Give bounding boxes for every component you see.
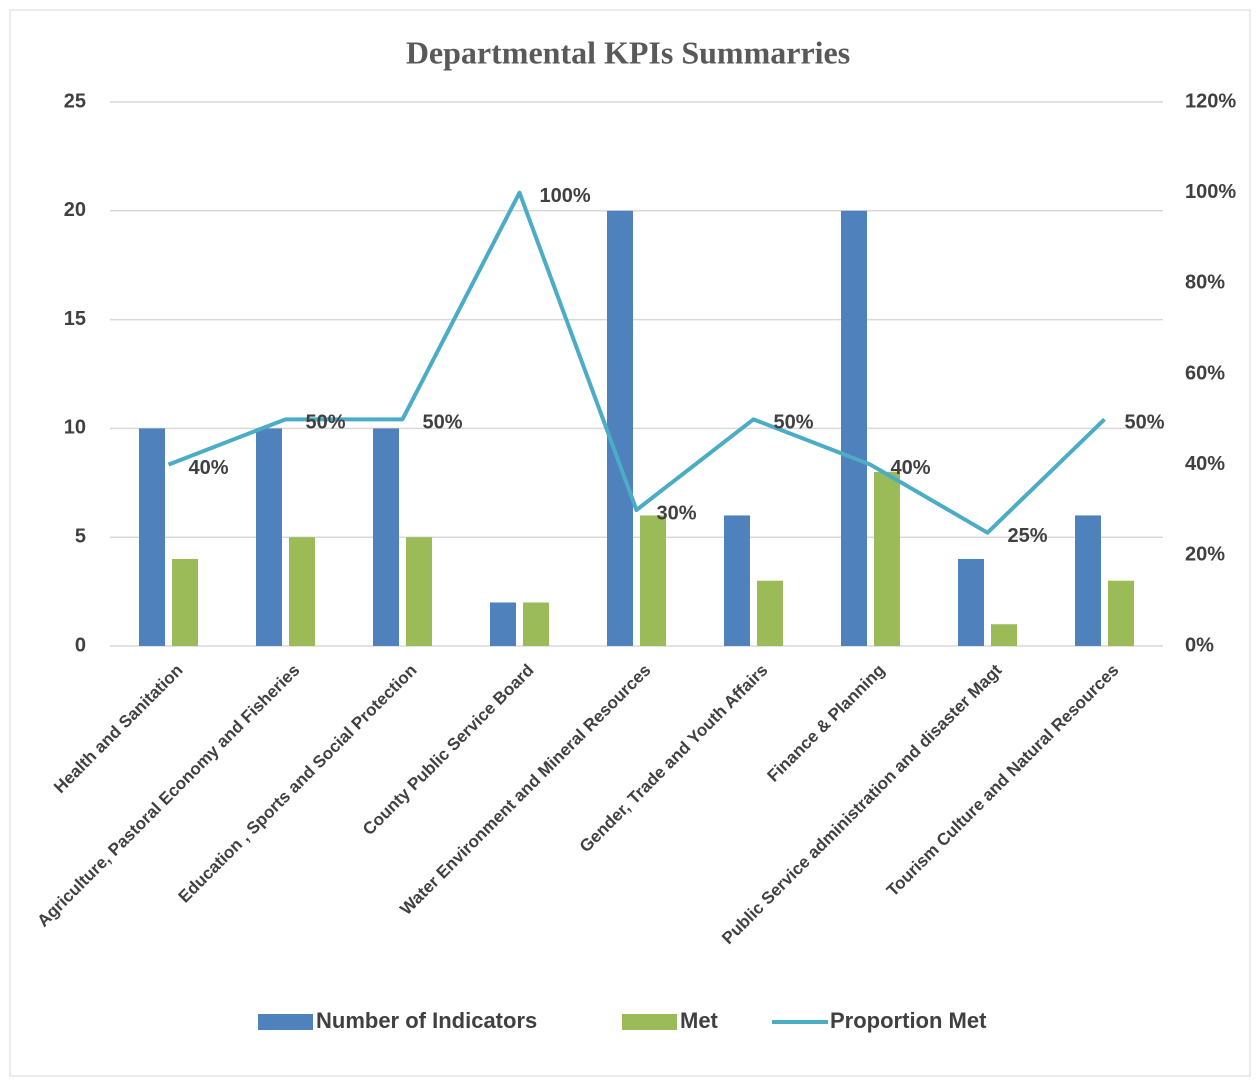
data-label: 50% xyxy=(1125,412,1165,434)
legend-label: Proportion Met xyxy=(830,1008,987,1033)
bar xyxy=(139,428,165,646)
y2-tick-label: 60% xyxy=(1185,362,1225,384)
y-tick-label: 20 xyxy=(64,199,86,221)
bar xyxy=(172,558,198,646)
bar xyxy=(874,471,900,646)
y-tick-label: 10 xyxy=(64,417,86,439)
data-label: 30% xyxy=(657,502,697,524)
bar xyxy=(607,210,633,647)
bar xyxy=(991,624,1017,646)
bar xyxy=(640,515,666,646)
y-tick-label: 15 xyxy=(64,308,86,330)
bar xyxy=(373,428,399,646)
line xyxy=(167,190,1106,535)
y2-tick-label: 20% xyxy=(1185,544,1225,566)
y2-tick-label: 100% xyxy=(1185,181,1236,203)
y2-tick-label: 40% xyxy=(1185,453,1225,475)
y2-tick-label: 120% xyxy=(1185,90,1236,112)
legend-label: Met xyxy=(680,1008,719,1033)
data-label: 40% xyxy=(891,457,931,479)
chart-title: Departmental KPIs Summarries xyxy=(406,34,850,70)
legend-swatch xyxy=(622,1014,677,1030)
bar xyxy=(757,580,783,646)
y2-tick-label: 0% xyxy=(1185,634,1214,656)
legend-swatch xyxy=(258,1014,313,1030)
bar xyxy=(1075,515,1101,646)
data-label: 50% xyxy=(774,412,814,434)
bar xyxy=(406,537,432,646)
y-tick-label: 0 xyxy=(75,634,86,656)
bar xyxy=(724,515,750,646)
y-tick-label: 25 xyxy=(64,90,86,112)
bar xyxy=(289,537,315,646)
y2-tick-label: 80% xyxy=(1185,272,1225,294)
bar xyxy=(958,558,984,646)
data-label: 100% xyxy=(540,185,591,207)
data-label: 50% xyxy=(306,412,346,434)
data-label: 40% xyxy=(189,457,229,479)
data-label: 25% xyxy=(1008,525,1048,547)
bar xyxy=(523,602,549,646)
bar xyxy=(256,428,282,646)
y-tick-label: 5 xyxy=(75,525,86,547)
bar xyxy=(1108,580,1134,646)
bar xyxy=(490,602,516,646)
bar xyxy=(841,210,867,647)
legend-label: Number of Indicators xyxy=(316,1008,537,1033)
data-label: 50% xyxy=(423,412,463,434)
